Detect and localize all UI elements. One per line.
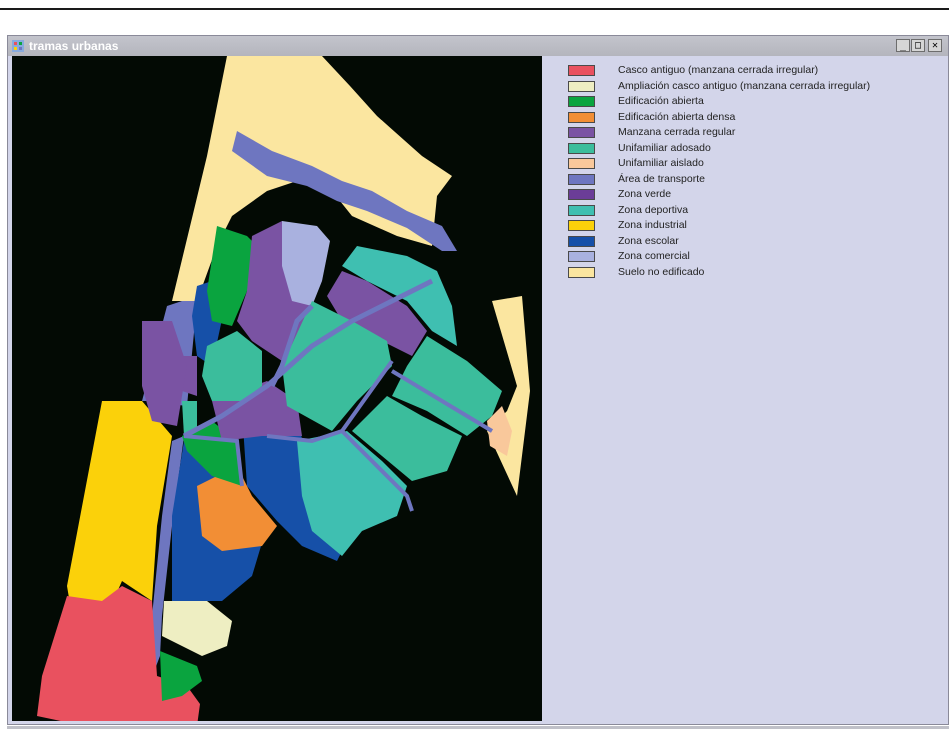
legend-swatch — [568, 251, 595, 262]
legend-label: Zona deportiva — [618, 203, 689, 216]
maximize-button[interactable]: □ — [911, 39, 925, 52]
legend-swatch — [568, 158, 595, 169]
street-network-4 — [390, 369, 494, 433]
legend-swatch — [568, 220, 595, 231]
zone-ampliacion-casco — [162, 601, 232, 656]
app-icon — [12, 40, 24, 52]
legend-label: Zona verde — [618, 188, 672, 200]
legend-swatch — [568, 235, 595, 247]
page-bottom-rule — [7, 726, 949, 729]
legend-label: Zona industrial — [618, 219, 687, 231]
zone-manzana-cerrada-5 — [142, 321, 187, 426]
zone-casco-antiguo — [37, 586, 200, 721]
title-bar[interactable]: tramas urbanas _ □ ✕ — [8, 36, 948, 56]
street-network-2 — [269, 304, 314, 388]
close-button[interactable]: ✕ — [928, 39, 942, 52]
app-window: tramas urbanas _ □ ✕ — [7, 35, 949, 725]
zone-unifamiliar-adosado-2 — [392, 336, 502, 436]
legend-label: Zona escolar — [618, 234, 679, 247]
legend-swatch — [568, 189, 595, 200]
zone-edificacion-abierta-south — [160, 651, 202, 701]
urban-fabric-map[interactable] — [12, 56, 542, 721]
street-network-6 — [183, 434, 244, 487]
legend-label: Edificación abierta densa — [618, 110, 736, 123]
legend-swatch — [568, 204, 595, 216]
zone-unifamiliar-adosado-3 — [352, 396, 462, 481]
legend-swatch — [568, 65, 595, 76]
maximize-icon: □ — [914, 40, 922, 51]
street-network-3 — [266, 359, 394, 444]
legend-swatch — [568, 96, 595, 107]
zone-unifamiliar-aislado — [487, 406, 512, 456]
zone-unifamiliar-adosado-4 — [202, 331, 262, 401]
street-network-5 — [340, 429, 414, 512]
legend-swatch — [568, 142, 595, 154]
zone-deportiva-south — [297, 431, 407, 556]
zone-unifamiliar-adosado-1 — [282, 301, 392, 431]
zone-unifamiliar-adosado-5 — [182, 401, 197, 436]
legend-label: Unifamiliar adosado — [618, 141, 711, 154]
legend-label: Edificación abierta — [618, 95, 704, 107]
minimize-icon: _ — [899, 40, 907, 51]
legend-label: Suelo no edificado — [618, 265, 705, 278]
legend-swatch — [568, 266, 595, 278]
zone-transporte-spine — [125, 436, 184, 716]
zone-edificacion-abierta-densa — [197, 466, 277, 551]
legend-label: Ampliación casco antiguo (manzana cerrad… — [618, 79, 871, 92]
legend-label: Área de transporte — [618, 172, 705, 185]
zone-transporte-north — [232, 131, 457, 251]
page-top-rule — [0, 8, 949, 10]
street-network — [182, 278, 434, 439]
close-icon: ✕ — [931, 40, 939, 51]
legend-label: Zona comercial — [618, 250, 690, 262]
map-canvas — [37, 56, 530, 721]
legend-swatch — [568, 111, 595, 123]
minimize-button[interactable]: _ — [896, 39, 910, 52]
zone-comercial — [282, 221, 330, 306]
legend-swatch — [568, 127, 595, 138]
legend-label: Unifamiliar aislado — [618, 157, 704, 169]
zone-industrial — [67, 401, 172, 626]
legend-label: Manzana cerrada regular — [618, 126, 736, 138]
window-title: tramas urbanas — [29, 39, 119, 53]
legend-swatch — [568, 80, 595, 92]
legend-swatch — [568, 173, 595, 185]
legend-label: Casco antiguo (manzana cerrada irregular… — [618, 64, 819, 76]
zone-manzana-cerrada-2 — [327, 271, 427, 356]
